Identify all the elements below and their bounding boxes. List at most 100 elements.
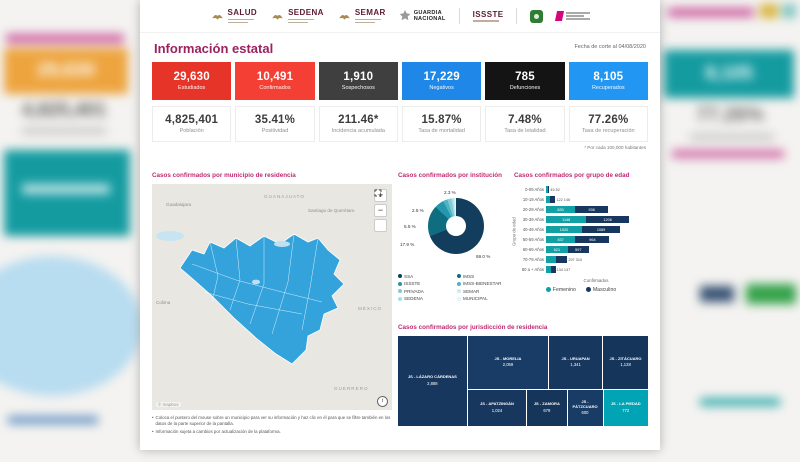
per-100k-footnote: * Por cada 100,000 habitantes <box>584 145 646 150</box>
logo-header: SALUD SEDENA SEMAR GUARDIA NACIONAL ISSST… <box>140 0 660 33</box>
logo-secretaria-salud-michoacan <box>555 11 591 21</box>
legend-label: SSA <box>404 273 414 279</box>
legend-label: Masculino <box>592 286 617 293</box>
institution-legend-item: ISSSTE <box>398 281 451 286</box>
legend-label: IMSS <box>463 273 475 279</box>
bar-segment-masculino <box>547 186 550 194</box>
bar-value-label: 297 310 <box>568 257 583 262</box>
stat-estudiados: 29,630 Estudiados <box>152 62 232 100</box>
age-bar-row[interactable]: 40-49 Años 1020 1089 <box>514 225 648 235</box>
fullscreen-button[interactable] <box>374 189 387 232</box>
stat-value: 211.46* <box>338 114 379 126</box>
bar-segment-femenino: 830 <box>546 206 576 214</box>
age-rows: 0-09 Años 45 52 10-19 Años 122 146 20-29 Año… <box>514 185 648 275</box>
state-shape[interactable] <box>179 233 345 365</box>
logo-issste-label: ISSSTE <box>472 9 504 19</box>
age-bar-row[interactable]: 80 a + Años 134 137 <box>514 265 648 275</box>
treemap-cell[interactable]: JS - URUAPAN 1,341 <box>549 335 603 389</box>
background-blur-bar <box>22 184 110 194</box>
treemap-cell[interactable]: JS - PÁTZCUARO 600 <box>567 389 603 426</box>
age-bar-row[interactable]: 10-19 Años 122 146 <box>514 195 648 205</box>
age-bar-row[interactable]: 0-09 Años 45 52 <box>514 185 648 195</box>
logo-divider <box>458 8 460 24</box>
treemap-bottom-row: JS - APATZINGÁN 1,024 JS - ZAMORA 679 JS - P… <box>467 389 648 426</box>
legend-label: SEDENA <box>404 296 423 302</box>
age-group-label: 10-19 Años <box>522 197 544 203</box>
treemap-cell-value: 1,024 <box>491 407 503 413</box>
background-blur-stat: 4,825,401 <box>21 100 107 121</box>
stat-value: 1,910 <box>343 71 374 83</box>
background-blur-stat: 77.26% <box>696 104 764 126</box>
logo-divider <box>516 8 518 24</box>
stat-value: 17,229 <box>423 71 460 83</box>
age-bar: 1148 1206 <box>546 216 629 224</box>
logo-issste: ISSSTE <box>472 9 504 22</box>
age-bar <box>546 196 556 204</box>
stat-recuperacion: 77.26% Tasa de recuperación <box>568 106 648 142</box>
map-place-label: Colima <box>156 299 171 305</box>
legend-label: PRIVADA <box>404 288 424 294</box>
michoacan-map[interactable] <box>152 184 392 410</box>
legend-label: MUNICIPAL <box>463 296 488 302</box>
map-canvas[interactable]: + − © mapbox i Guadalajara GUANAJUATO Sant… <box>152 183 392 410</box>
zoom-in-button[interactable]: + <box>374 188 387 202</box>
age-bar-row[interactable]: 70-79 Años 297 310 <box>514 255 648 265</box>
logo-subline <box>566 15 585 17</box>
bar-segment-femenino: 1148 <box>546 216 587 224</box>
donut-slice-label: 5.5 % <box>404 223 416 229</box>
stat-value: 7.48% <box>508 114 542 126</box>
treemap-cell[interactable]: JS - MORELIA 2,059 <box>467 335 549 389</box>
eagle-icon <box>211 14 223 20</box>
bar-segment-masculino <box>550 266 556 274</box>
stat-incidencia: 211.46* Incidencia acumulada <box>318 106 398 142</box>
bar-segment-femenino: 1020 <box>546 226 582 234</box>
age-bar-row[interactable]: 60-69 Años 621 597 <box>514 245 648 255</box>
primary-stats-row: 29,630 Estudiados 10,491 Confirmados 1,910… <box>140 56 660 100</box>
map-attribution[interactable]: © mapbox <box>156 401 181 407</box>
age-bar-row[interactable]: 50-59 Años 837 964 <box>514 235 648 245</box>
stat-label: Tasa de letalidad <box>504 128 546 134</box>
institution-panel: Casos confirmados por institución 2.3 % 2… <box>398 172 510 301</box>
treemap-cell[interactable]: JS - LA PIEDAD 772 <box>603 389 648 426</box>
donut-slice-label: 2.5 % <box>412 207 424 213</box>
treemap-cell[interactable]: JS - LÁZARO CÁRDENAS 2,888 <box>398 335 467 426</box>
stat-defunciones: 785 Defunciones <box>485 62 565 100</box>
municipality-borders <box>191 233 323 334</box>
zoom-out-button[interactable]: − <box>374 203 387 217</box>
treemap-cell-label: JS - LÁZARO CÁRDENAS <box>407 374 457 380</box>
bar-segment-femenino: 837 <box>546 236 576 244</box>
treemap-cell-label: JS - LA PIEDAD <box>610 401 641 407</box>
stat-value: 29,630 <box>173 71 210 83</box>
logo-subline <box>566 18 591 20</box>
expand-icon <box>374 189 382 196</box>
treemap-cell-label: JS - ZAMORA <box>533 401 560 407</box>
treemap-cell-value: 2,888 <box>427 380 438 386</box>
treemap-cell[interactable]: JS - APATZINGÁN 1,024 <box>467 389 527 426</box>
treemap-cell[interactable]: JS - ZAMORA 679 <box>527 389 567 426</box>
background-blur-logo <box>782 4 796 18</box>
treemap-right: JS - MORELIA 2,059 JS - URUAPAN 1,341 JS - Z… <box>467 335 648 426</box>
map-note-text: Información sujeta a cambios por actuali… <box>155 428 281 434</box>
background-blur-logo <box>760 4 778 18</box>
map-place-label: Guadalajara <box>166 201 192 207</box>
info-icon[interactable]: i <box>377 395 388 407</box>
institution-legend-item: IMSS-BIENESTAR <box>457 281 510 286</box>
jurisdiction-panel-title: Casos confirmados por jurisdicción de re… <box>398 324 548 331</box>
treemap-cell-value: 1,128 <box>620 362 631 368</box>
page-title: Información estatal <box>154 41 274 56</box>
bar-segment-femenino <box>546 256 557 264</box>
age-legend-item: Femenino <box>545 287 576 293</box>
treemap-top-row: JS - MORELIA 2,059 JS - URUAPAN 1,341 JS - Z… <box>467 335 648 389</box>
eagle-icon <box>272 14 283 20</box>
age-bar-row[interactable]: 20-29 Años 830 936 <box>514 205 648 215</box>
treemap-cell[interactable]: JS - ZITÁCUARO 1,128 <box>603 335 648 389</box>
stat-label: Positividad <box>261 128 289 134</box>
stat-label: Negativos <box>429 85 454 91</box>
eagle-icon <box>339 14 350 20</box>
bar-segment-masculino: 597 <box>567 246 589 254</box>
donut-hole <box>446 215 466 236</box>
age-panel-title: Casos confirmados por grupo de edad <box>514 172 630 179</box>
age-bar-row[interactable]: 30-39 Años 1148 1206 <box>514 215 648 225</box>
stat-sospechosos: 1,910 Sospechosos <box>318 62 398 100</box>
treemap-cell-value: 600 <box>581 410 589 416</box>
